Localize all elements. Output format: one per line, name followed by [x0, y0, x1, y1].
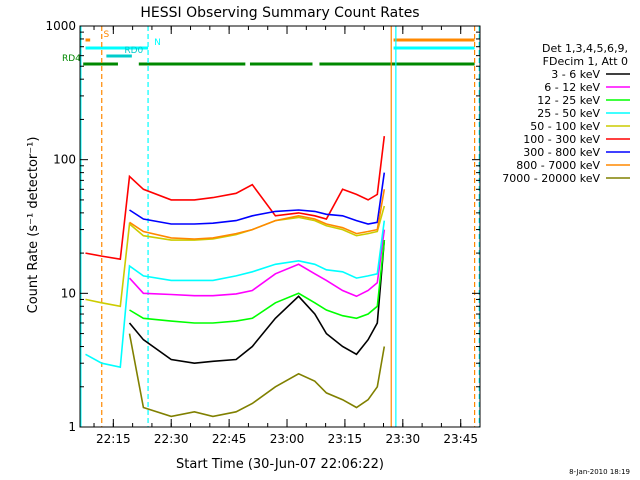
marker-label-n: N	[154, 38, 161, 48]
x-tick-label: 23:30	[386, 432, 421, 446]
legend: Det 1,3,4,5,6,9,FDecim 1, Att 03 - 6 keV…	[502, 42, 630, 185]
legend-label: 3 - 6 keV	[551, 68, 600, 81]
x-tick-label: 23:45	[443, 432, 478, 446]
x-tick-label: 23:00	[270, 432, 305, 446]
marker-label-rd0: RD0	[124, 46, 143, 56]
series-800-7000-kev	[129, 189, 386, 240]
marker-label-rd4: RD4	[62, 54, 81, 64]
series-300-800-kev	[129, 172, 386, 225]
legend-label: 25 - 50 keV	[537, 107, 600, 120]
series-100-300-kev	[85, 136, 386, 261]
y-axis-label: Count Rate (s⁻¹ detector⁻¹)	[26, 137, 41, 314]
legend-label: 7000 - 20000 keV	[502, 172, 600, 185]
legend-label: 800 - 7000 keV	[516, 159, 600, 172]
attenuator-vertical-lines	[80, 26, 480, 427]
plot-frame	[79, 25, 481, 428]
legend-label: 100 - 300 keV	[523, 133, 600, 146]
legend-label: 6 - 12 keV	[544, 81, 600, 94]
marker-label-s: S	[104, 30, 110, 40]
x-tick-label: 22:15	[96, 432, 131, 446]
x-axis-label: Start Time (30-Jun-07 22:06:22)	[176, 457, 384, 472]
y-tick-label: 1000	[45, 19, 76, 33]
y-tick-label: 10	[61, 286, 76, 300]
y-tick-label: 1	[68, 420, 76, 434]
x-tick-label: 23:15	[328, 432, 363, 446]
legend-header: FDecim 1, Att 0	[543, 55, 628, 68]
series-lines	[85, 136, 386, 418]
legend-label: 50 - 100 keV	[530, 120, 600, 133]
x-tick-label: 22:45	[212, 432, 247, 446]
x-tick-label: 22:30	[154, 432, 189, 446]
y-tick-label: 100	[53, 153, 76, 167]
legend-label: 300 - 800 keV	[523, 146, 600, 159]
legend-label: 12 - 25 keV	[537, 94, 600, 107]
series-25-50-kev	[85, 220, 386, 369]
footer-date: 8-Jan-2010 18:19	[569, 468, 630, 476]
chart-title: HESSI Observing Summary Count Rates	[140, 5, 419, 21]
instrument-state-bars: S N RD0 RD4	[62, 30, 475, 66]
legend-header: Det 1,3,4,5,6,9,	[542, 42, 628, 55]
y-axis-ticks: 1 10 100 1000	[45, 19, 480, 434]
series-7000-20000-kev	[128, 333, 386, 418]
series-12-25-kev	[129, 240, 386, 324]
series-3-6-kev	[128, 240, 386, 365]
x-axis-ticks: 22:15 22:30 22:45 23:00 23:15 23:30 23:45	[93, 26, 478, 446]
series-6-12-kev	[128, 229, 386, 298]
